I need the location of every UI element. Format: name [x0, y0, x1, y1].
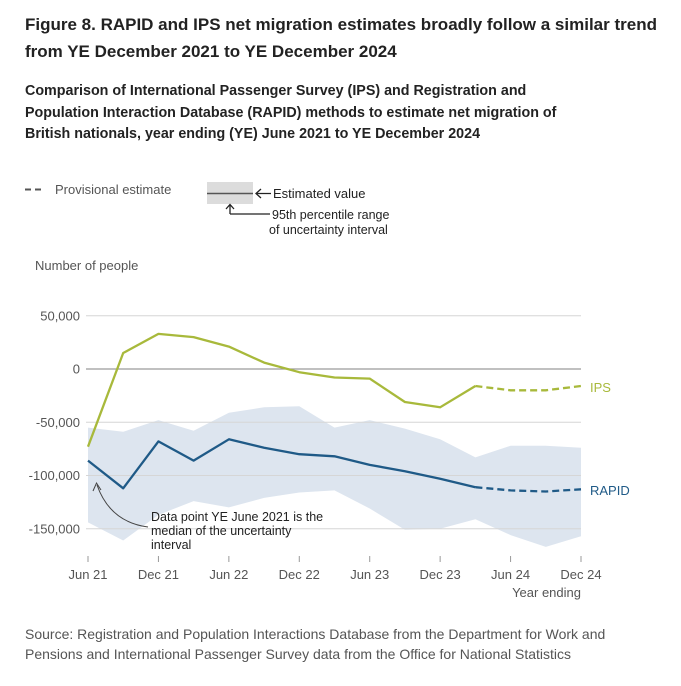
legend-estimate-label: Estimated value [273, 186, 366, 201]
legend-range-label-1: 95th percentile range [272, 208, 389, 222]
x-tick-label: Dec 21 [138, 567, 179, 582]
annotation-text-line: interval [151, 538, 191, 552]
legend: Provisional estimate Estimated value 95t… [25, 182, 389, 237]
uncertainty-band-layer [88, 406, 581, 547]
source-note: Source: Registration and Population Inte… [25, 626, 606, 662]
legend-range-label-2: of uncertainty interval [269, 223, 388, 237]
x-axis-label: Year ending [512, 585, 581, 600]
x-tick-label: Dec 22 [279, 567, 320, 582]
x-tick-label: Jun 22 [209, 567, 248, 582]
rapid-uncertainty-band [88, 406, 581, 547]
legend-arrow-icon [255, 188, 271, 199]
x-tick-label: Dec 23 [420, 567, 461, 582]
rapid-provisional-line [475, 486, 582, 493]
x-tick-label: Jun 23 [350, 567, 389, 582]
y-axis-label: Number of people [35, 258, 138, 273]
chart-title: Figure 8. RAPID and IPS net migration es… [25, 15, 657, 61]
legend-provisional-label: Provisional estimate [55, 182, 171, 197]
series-labels: IPS RAPID [590, 380, 630, 498]
y-tick-label: -100,000 [29, 468, 80, 483]
rapid-line [87, 438, 476, 490]
rapid-series-label: RAPID [590, 483, 630, 498]
annotation-text-line: Data point YE June 2021 is the [151, 510, 323, 524]
axis-ticks: 50,000 0 -50,000 -100,000 -150,000 Jun 21 Dec … [29, 308, 602, 582]
y-tick-label: 50,000 [40, 308, 80, 323]
chart-subtitle: Comparison of International Passenger Su… [25, 83, 557, 142]
y-tick-label: -50,000 [36, 415, 80, 430]
legend-range-arrow-icon [225, 203, 270, 215]
x-tick-label: Dec 24 [560, 567, 601, 582]
gridlines [86, 315, 581, 530]
annotation-arrow-icon [92, 481, 102, 492]
series-lines [86, 332, 582, 493]
annotation-arrow-line [96, 484, 149, 528]
ips-provisional-line [475, 384, 582, 392]
ips-series-label: IPS [590, 380, 611, 395]
annotation-text-line: median of the uncertainty [151, 524, 292, 538]
x-tick-label: Jun 21 [68, 567, 107, 582]
y-tick-label: 0 [73, 362, 80, 377]
ips-line [86, 332, 476, 448]
y-tick-label: -150,000 [29, 521, 80, 536]
x-tick-label: Jun 24 [491, 567, 530, 582]
